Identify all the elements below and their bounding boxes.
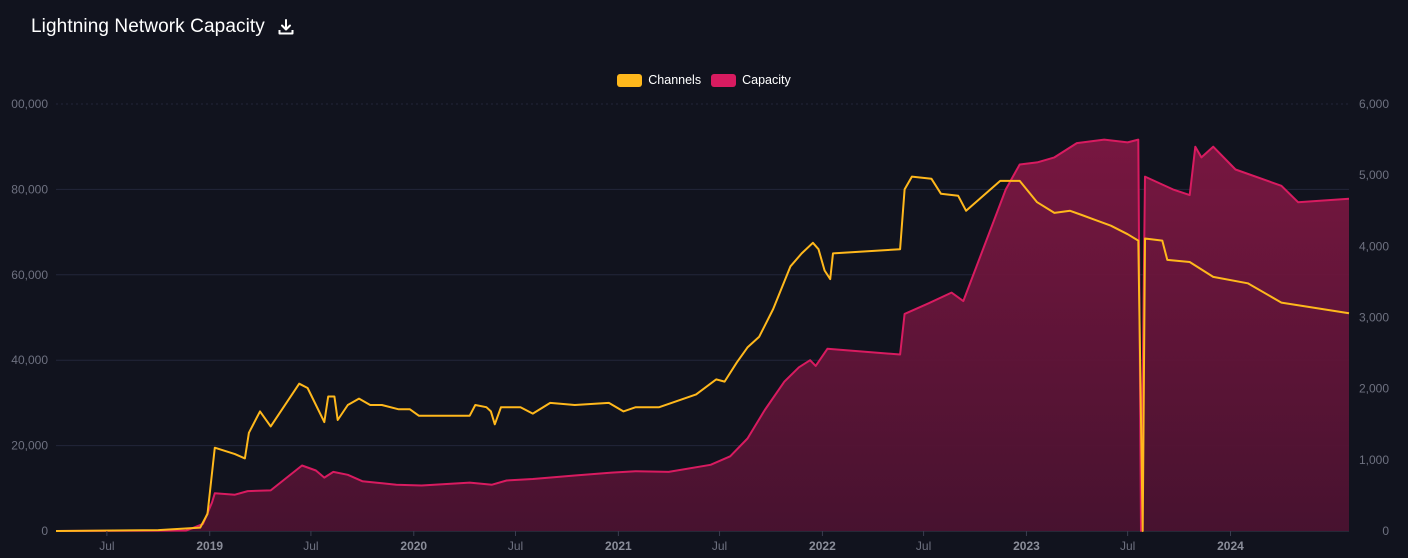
chart-title: Lightning Network Capacity <box>31 16 265 37</box>
left-axis: 0 20,000 40,000 60,000 80,000 00,000 <box>11 97 48 538</box>
right-tick-label: 1,000 <box>1359 453 1389 467</box>
x-tick-label: 2022 <box>809 539 836 553</box>
legend-item-capacity[interactable]: Capacity <box>711 73 791 87</box>
capacity-area-layer <box>55 138 1350 532</box>
left-tick-label: 00,000 <box>11 97 48 111</box>
x-axis: Jul 2019 Jul 2020 Jul 2021 Jul 2022 Jul 2023 Jul 20… <box>99 531 1244 553</box>
x-tick-label: Jul <box>303 539 318 553</box>
right-tick-label: 6,000 <box>1359 97 1389 111</box>
right-tick-label: 4,000 <box>1359 239 1389 253</box>
chart-legend: Channels Capacity <box>0 73 1408 87</box>
left-tick-label: 20,000 <box>11 439 48 453</box>
right-tick-label: 3,000 <box>1359 311 1389 325</box>
left-tick-label: 0 <box>41 524 48 538</box>
x-tick-label: 2021 <box>605 539 632 553</box>
chart-header: Lightning Network Capacity <box>31 16 295 38</box>
right-tick-label: 0 <box>1382 524 1389 538</box>
left-tick-label: 80,000 <box>11 182 48 196</box>
legend-swatch-channels <box>617 73 643 87</box>
x-tick-label: 2024 <box>1217 539 1244 553</box>
x-tick-label: 2023 <box>1013 539 1040 553</box>
x-tick-label: Jul <box>99 539 114 553</box>
x-tick-label: Jul <box>1120 539 1135 553</box>
legend-swatch-capacity <box>711 73 737 87</box>
legend-item-channels[interactable]: Channels <box>617 73 701 87</box>
x-tick-label: Jul <box>916 539 931 553</box>
right-axis: 0 1,000 2,000 3,000 4,000 5,000 6,000 <box>1359 97 1389 538</box>
legend-label-channels: Channels <box>648 73 702 87</box>
left-tick-label: 40,000 <box>11 353 48 367</box>
x-tick-label: Jul <box>508 539 523 553</box>
channels-line-layer <box>55 175 1350 532</box>
channels-series-line <box>55 175 1350 532</box>
left-tick-label: 60,000 <box>11 268 48 282</box>
legend-label-capacity: Capacity <box>742 73 791 87</box>
x-tick-label: 2019 <box>196 539 223 553</box>
right-tick-label: 5,000 <box>1359 168 1389 182</box>
x-tick-label: 2020 <box>400 539 427 553</box>
capacity-area <box>56 139 1349 531</box>
right-tick-label: 2,000 <box>1359 382 1389 396</box>
download-icon[interactable] <box>277 18 295 36</box>
x-tick-label: Jul <box>712 539 727 553</box>
